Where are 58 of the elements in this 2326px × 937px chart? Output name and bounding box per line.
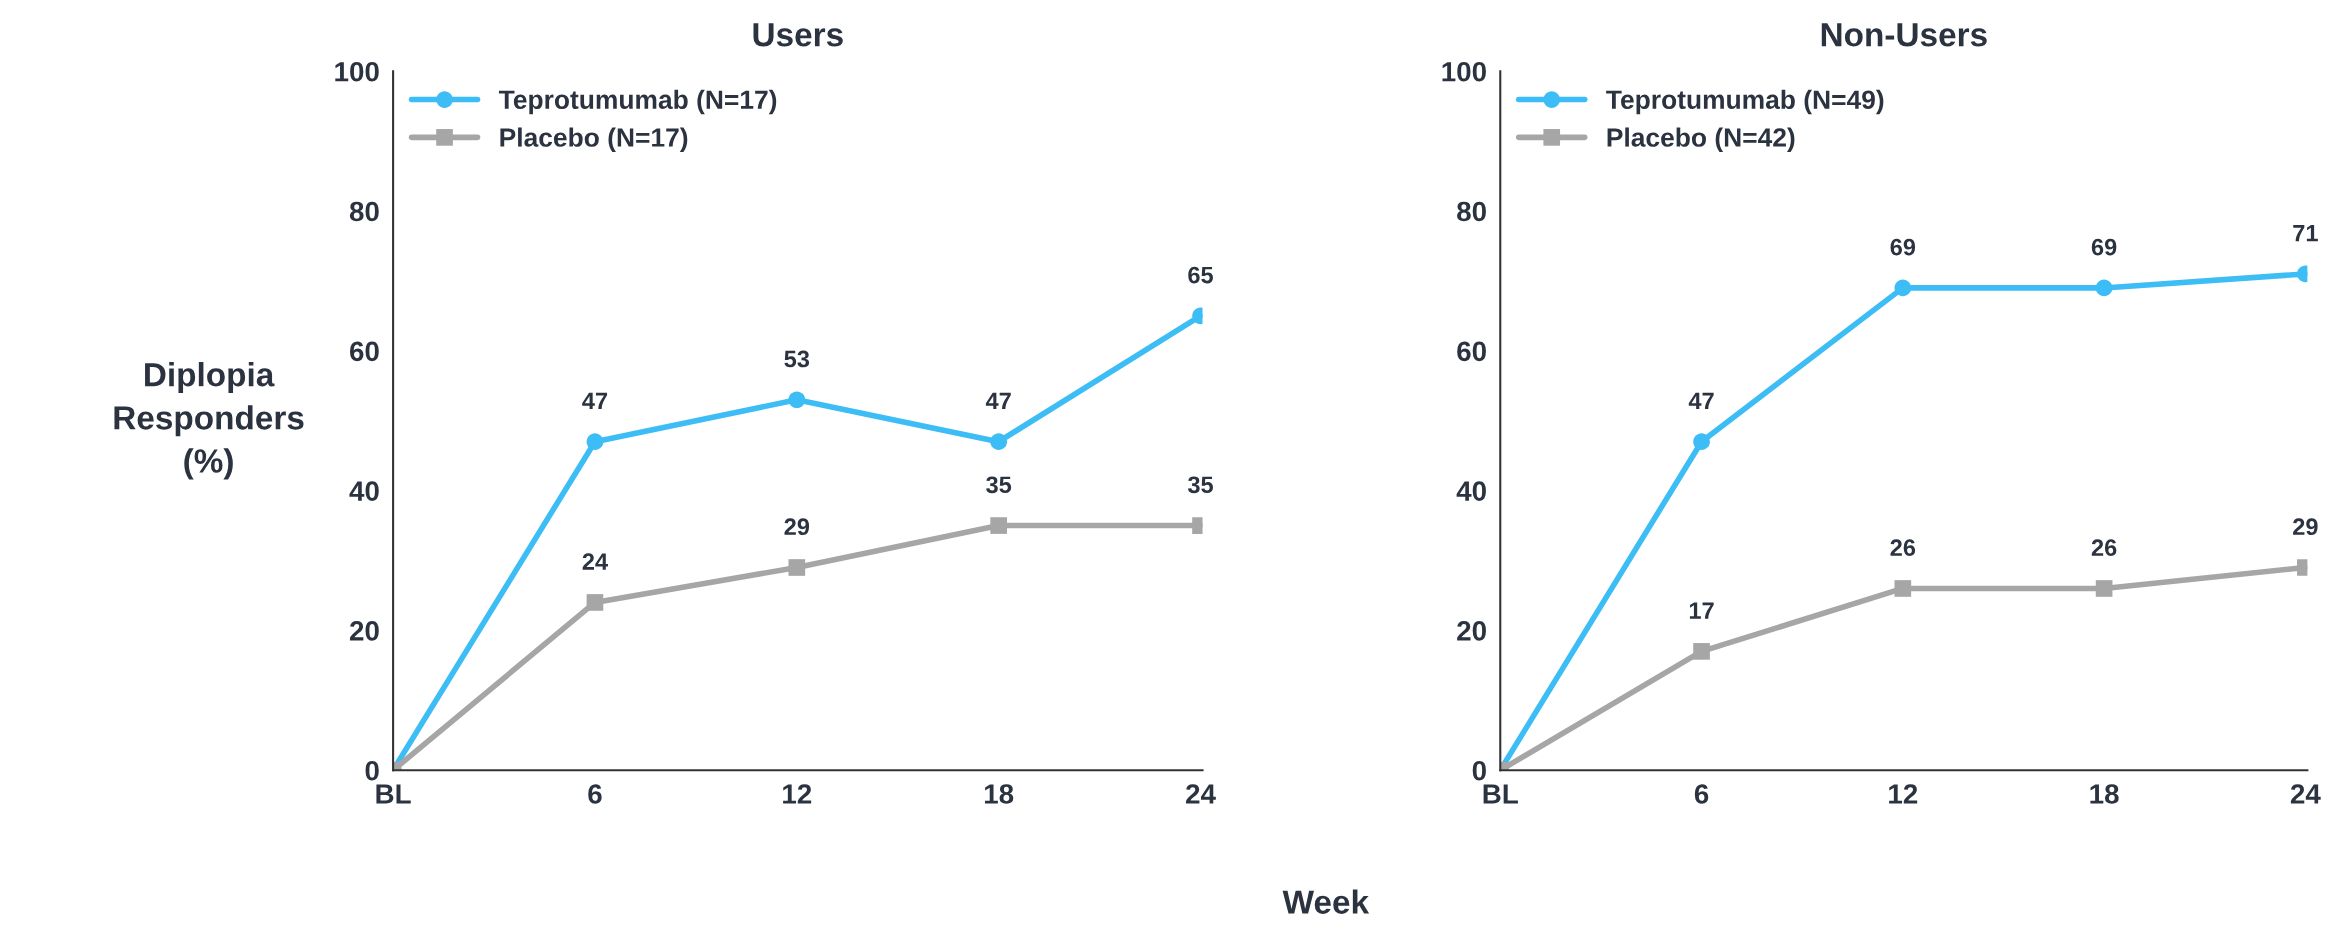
x-tick-label: BL bbox=[1483, 784, 1518, 804]
legend-label: Placebo (N=42) bbox=[1607, 127, 1795, 153]
y-tick-label: 60 bbox=[1457, 341, 1486, 362]
x-tick-label: BL bbox=[376, 784, 411, 804]
point bbox=[788, 391, 806, 409]
point bbox=[2095, 580, 2113, 597]
chart-title: Users bbox=[753, 23, 843, 47]
legend-label: Teprotumumab (N=17) bbox=[498, 89, 777, 115]
x-tick-label: 24 bbox=[1186, 784, 1216, 804]
point bbox=[788, 559, 806, 576]
y-tick-label: 60 bbox=[350, 341, 379, 362]
x-tick-label: 12 bbox=[1889, 784, 1918, 804]
legend-label: Placebo (N=17) bbox=[500, 127, 688, 153]
data-label: 26 bbox=[1890, 539, 1916, 557]
data-label: 47 bbox=[582, 392, 608, 410]
data-label: 53 bbox=[784, 350, 810, 368]
data-label: 24 bbox=[582, 553, 608, 570]
point bbox=[1693, 643, 1710, 660]
y-tick-label: 80 bbox=[349, 201, 379, 222]
data-label: 47 bbox=[985, 392, 1011, 410]
y-tick-label: 0 bbox=[1472, 760, 1486, 781]
data-label: 17 bbox=[1689, 602, 1714, 619]
x-tick-label: 12 bbox=[783, 784, 812, 804]
data-label: 69 bbox=[2091, 238, 2117, 256]
y-tick-label: 20 bbox=[1457, 621, 1486, 641]
y-tick-label: 20 bbox=[349, 621, 379, 641]
data-label: 35 bbox=[1187, 476, 1213, 494]
data-label: 71 bbox=[2293, 225, 2318, 242]
y-tick-label: 80 bbox=[1457, 201, 1486, 222]
point bbox=[1894, 279, 1912, 297]
point bbox=[586, 594, 604, 611]
x-tick-label: 6 bbox=[1694, 784, 1709, 804]
legend-label: Teprotumumab (N=49) bbox=[1606, 89, 1884, 115]
y-axis-title: Diplopia Responders (%) bbox=[114, 362, 304, 480]
x-tick-label: 24 bbox=[2290, 784, 2321, 804]
x-tick-label: 18 bbox=[2090, 784, 2119, 804]
point bbox=[1894, 580, 1912, 597]
data-label: 35 bbox=[986, 476, 1012, 494]
data-label: 29 bbox=[2293, 518, 2318, 536]
data-label: 69 bbox=[1890, 238, 1916, 256]
y-tick-label: 40 bbox=[349, 481, 379, 501]
point bbox=[586, 433, 604, 451]
data-label: 29 bbox=[784, 518, 810, 536]
point bbox=[2095, 279, 2113, 297]
y-tick-label: 40 bbox=[1456, 481, 1486, 501]
y-tick-label: 100 bbox=[335, 61, 379, 82]
data-label: 65 bbox=[1188, 266, 1213, 284]
chart-title: Non-Users bbox=[1821, 23, 1987, 47]
y-tick-label: 100 bbox=[1442, 61, 1486, 82]
x-tick-label: 6 bbox=[588, 784, 602, 804]
data-label: 47 bbox=[1688, 392, 1714, 410]
point bbox=[1693, 433, 1710, 451]
x-axis-title: Week bbox=[1282, 889, 1370, 914]
y-tick-label: 0 bbox=[365, 760, 379, 781]
data-label: 26 bbox=[2091, 539, 2117, 557]
x-tick-label: 18 bbox=[984, 784, 1014, 804]
point bbox=[990, 517, 1007, 534]
point bbox=[990, 433, 1007, 451]
